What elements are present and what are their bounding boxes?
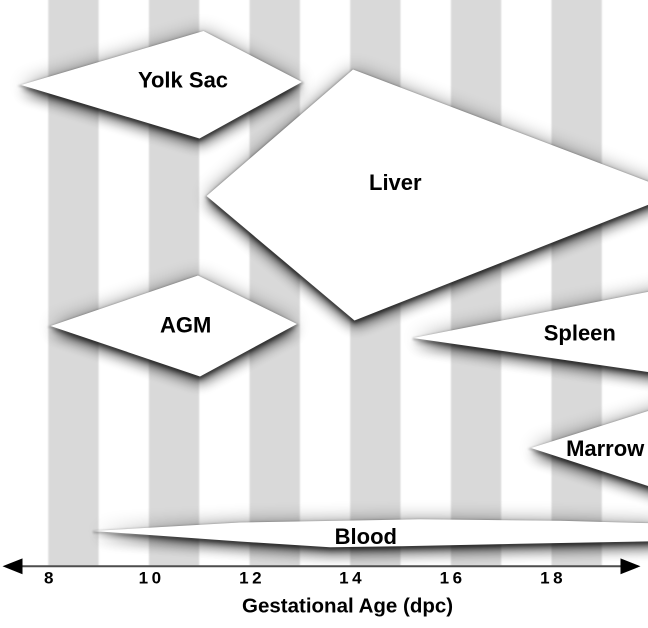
svg-text:Gestational Age (dpc): Gestational Age (dpc) <box>242 595 453 618</box>
svg-text:Liver: Liver <box>369 170 422 195</box>
svg-text:8: 8 <box>44 569 53 588</box>
svg-text:Yolk Sac: Yolk Sac <box>138 67 228 92</box>
svg-text:14: 14 <box>339 569 365 588</box>
svg-text:18: 18 <box>540 569 566 588</box>
svg-text:AGM: AGM <box>160 312 211 337</box>
svg-text:12: 12 <box>239 569 265 588</box>
svg-text:Spleen: Spleen <box>544 320 616 345</box>
svg-text:Blood: Blood <box>335 524 397 549</box>
svg-text:Marrow: Marrow <box>566 436 645 461</box>
svg-text:16: 16 <box>440 569 466 588</box>
svg-text:10: 10 <box>139 569 165 588</box>
